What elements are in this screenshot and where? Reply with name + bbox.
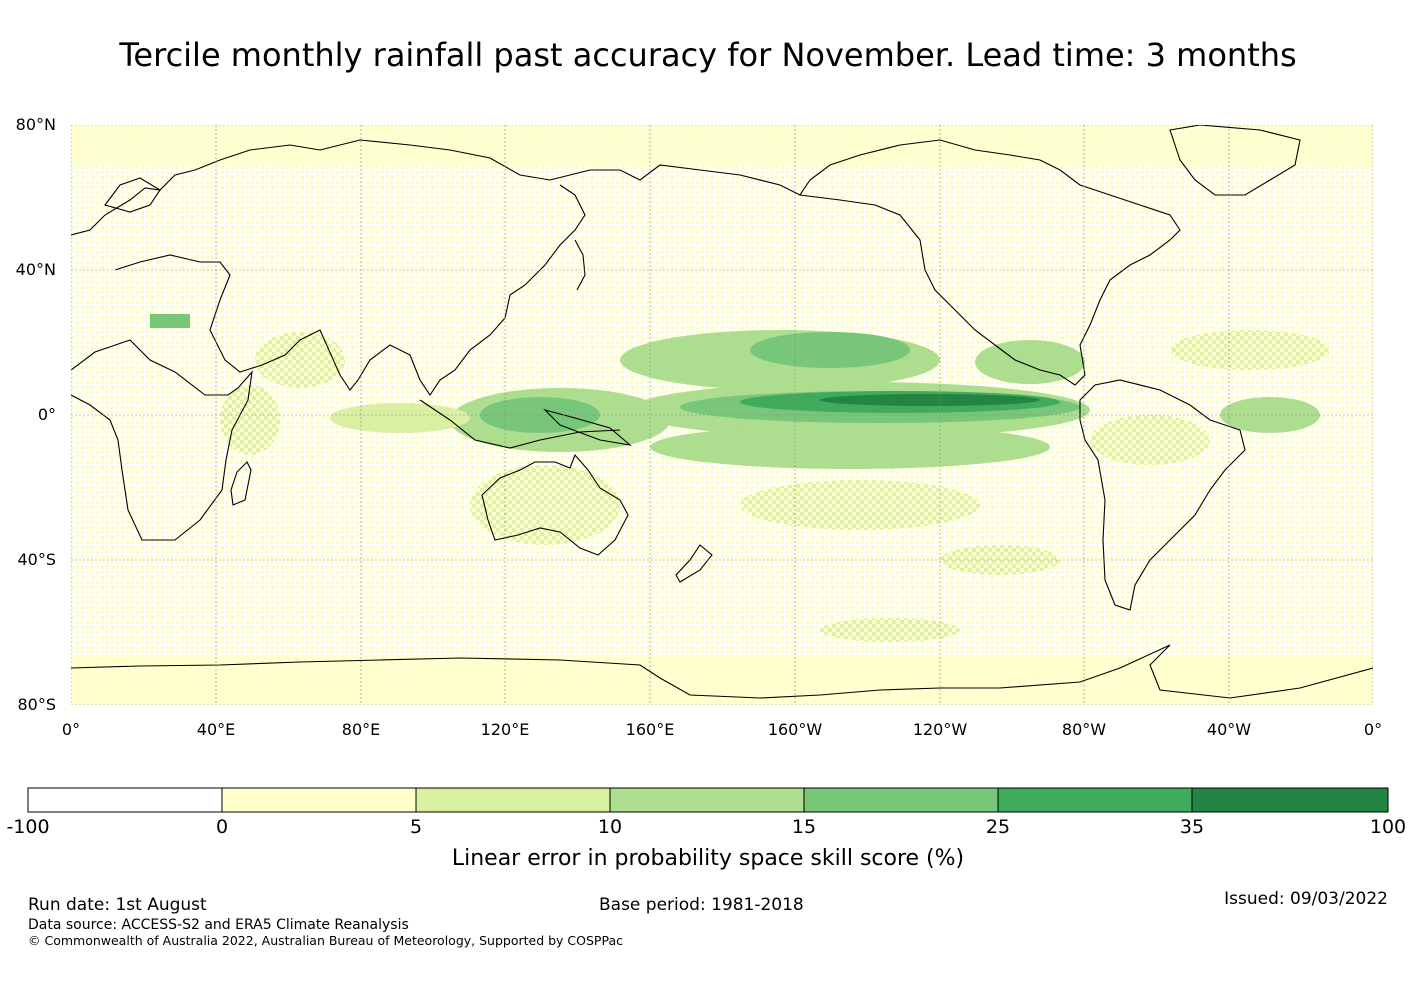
colorbar-tick-10: 10 [597,816,623,838]
colorbar-frame [27,787,1389,813]
lon-label-0-right: 0° [1363,720,1383,739]
colorbar-tick-15: 15 [791,816,817,838]
colorbar-segment-0 [28,788,222,812]
tropical-skill-region [150,314,1320,469]
africa-outline [71,339,253,541]
new-guinea-outline [543,408,632,446]
antarctic-band [71,655,1373,705]
colorbar-segment-5 [998,788,1192,812]
greenland-outline [1169,125,1301,196]
colorbar-segment-2 [416,788,610,812]
run-date: Run date: 1st August [28,895,207,915]
new-zealand-outline [675,544,713,583]
coastlines [71,125,1373,699]
antarctica-outline [71,644,1373,699]
colorbar-segment-4 [804,788,998,812]
arctic-band [71,125,1373,165]
copyright: © Commonwealth of Australia 2022, Austra… [28,933,623,948]
europe-outline [71,139,801,236]
colorbar-label: Linear error in probability space skill … [451,846,965,871]
mideast-outline [114,254,359,391]
north-america-outline [799,139,1181,386]
colorbar-tick-100: 100 [1369,816,1407,838]
data-source: Data source: ACCESS-S2 and ERA5 Climate … [28,917,409,933]
lat-label-40n: 40°N [15,260,56,279]
lon-label-80e: 80°E [341,720,381,739]
japan-outline [574,239,586,291]
lat-label-equator: 0° [37,405,56,424]
colorbar-tick-minus100: -100 [6,816,50,838]
base-period: Base period: 1981-2018 [599,895,804,915]
map-title: Tercile monthly rainfall past accuracy f… [119,36,1297,74]
south-asia-outline [357,184,586,396]
colorbar [27,787,1389,813]
moderate-skill-areas [220,330,1330,642]
colorbar-tick-5: 5 [409,816,423,838]
colorbar-tick-25: 25 [985,816,1011,838]
lon-label-160e: 160°E [625,720,675,739]
colorbar-tick-0: 0 [215,816,229,838]
lat-label-80n: 80°N [15,115,56,134]
gridlines [71,125,1373,705]
south-america-outline [1079,379,1246,611]
lon-label-160w: 160°W [767,720,823,739]
colorbar-segment-1 [222,788,416,812]
lon-label-40e: 40°E [196,720,236,739]
lon-label-120e: 120°E [480,720,530,739]
scandinavia-outline [104,177,161,213]
lon-label-0-left: 0° [61,720,81,739]
australia-outline [481,453,629,556]
lon-label-40w: 40°W [1206,720,1252,739]
issued-date: Issued: 09/03/2022 [1224,889,1388,909]
colorbar-tick-35: 35 [1179,816,1205,838]
lon-label-120w: 120°W [912,720,968,739]
lat-label-40s: 40°S [17,550,56,569]
colorbar-segment-6 [1192,788,1388,812]
colorbar-segment-3 [610,788,804,812]
lat-label-80s: 80°S [17,695,56,714]
madagascar-outline [230,461,252,506]
lon-label-80w: 80°W [1061,720,1107,739]
